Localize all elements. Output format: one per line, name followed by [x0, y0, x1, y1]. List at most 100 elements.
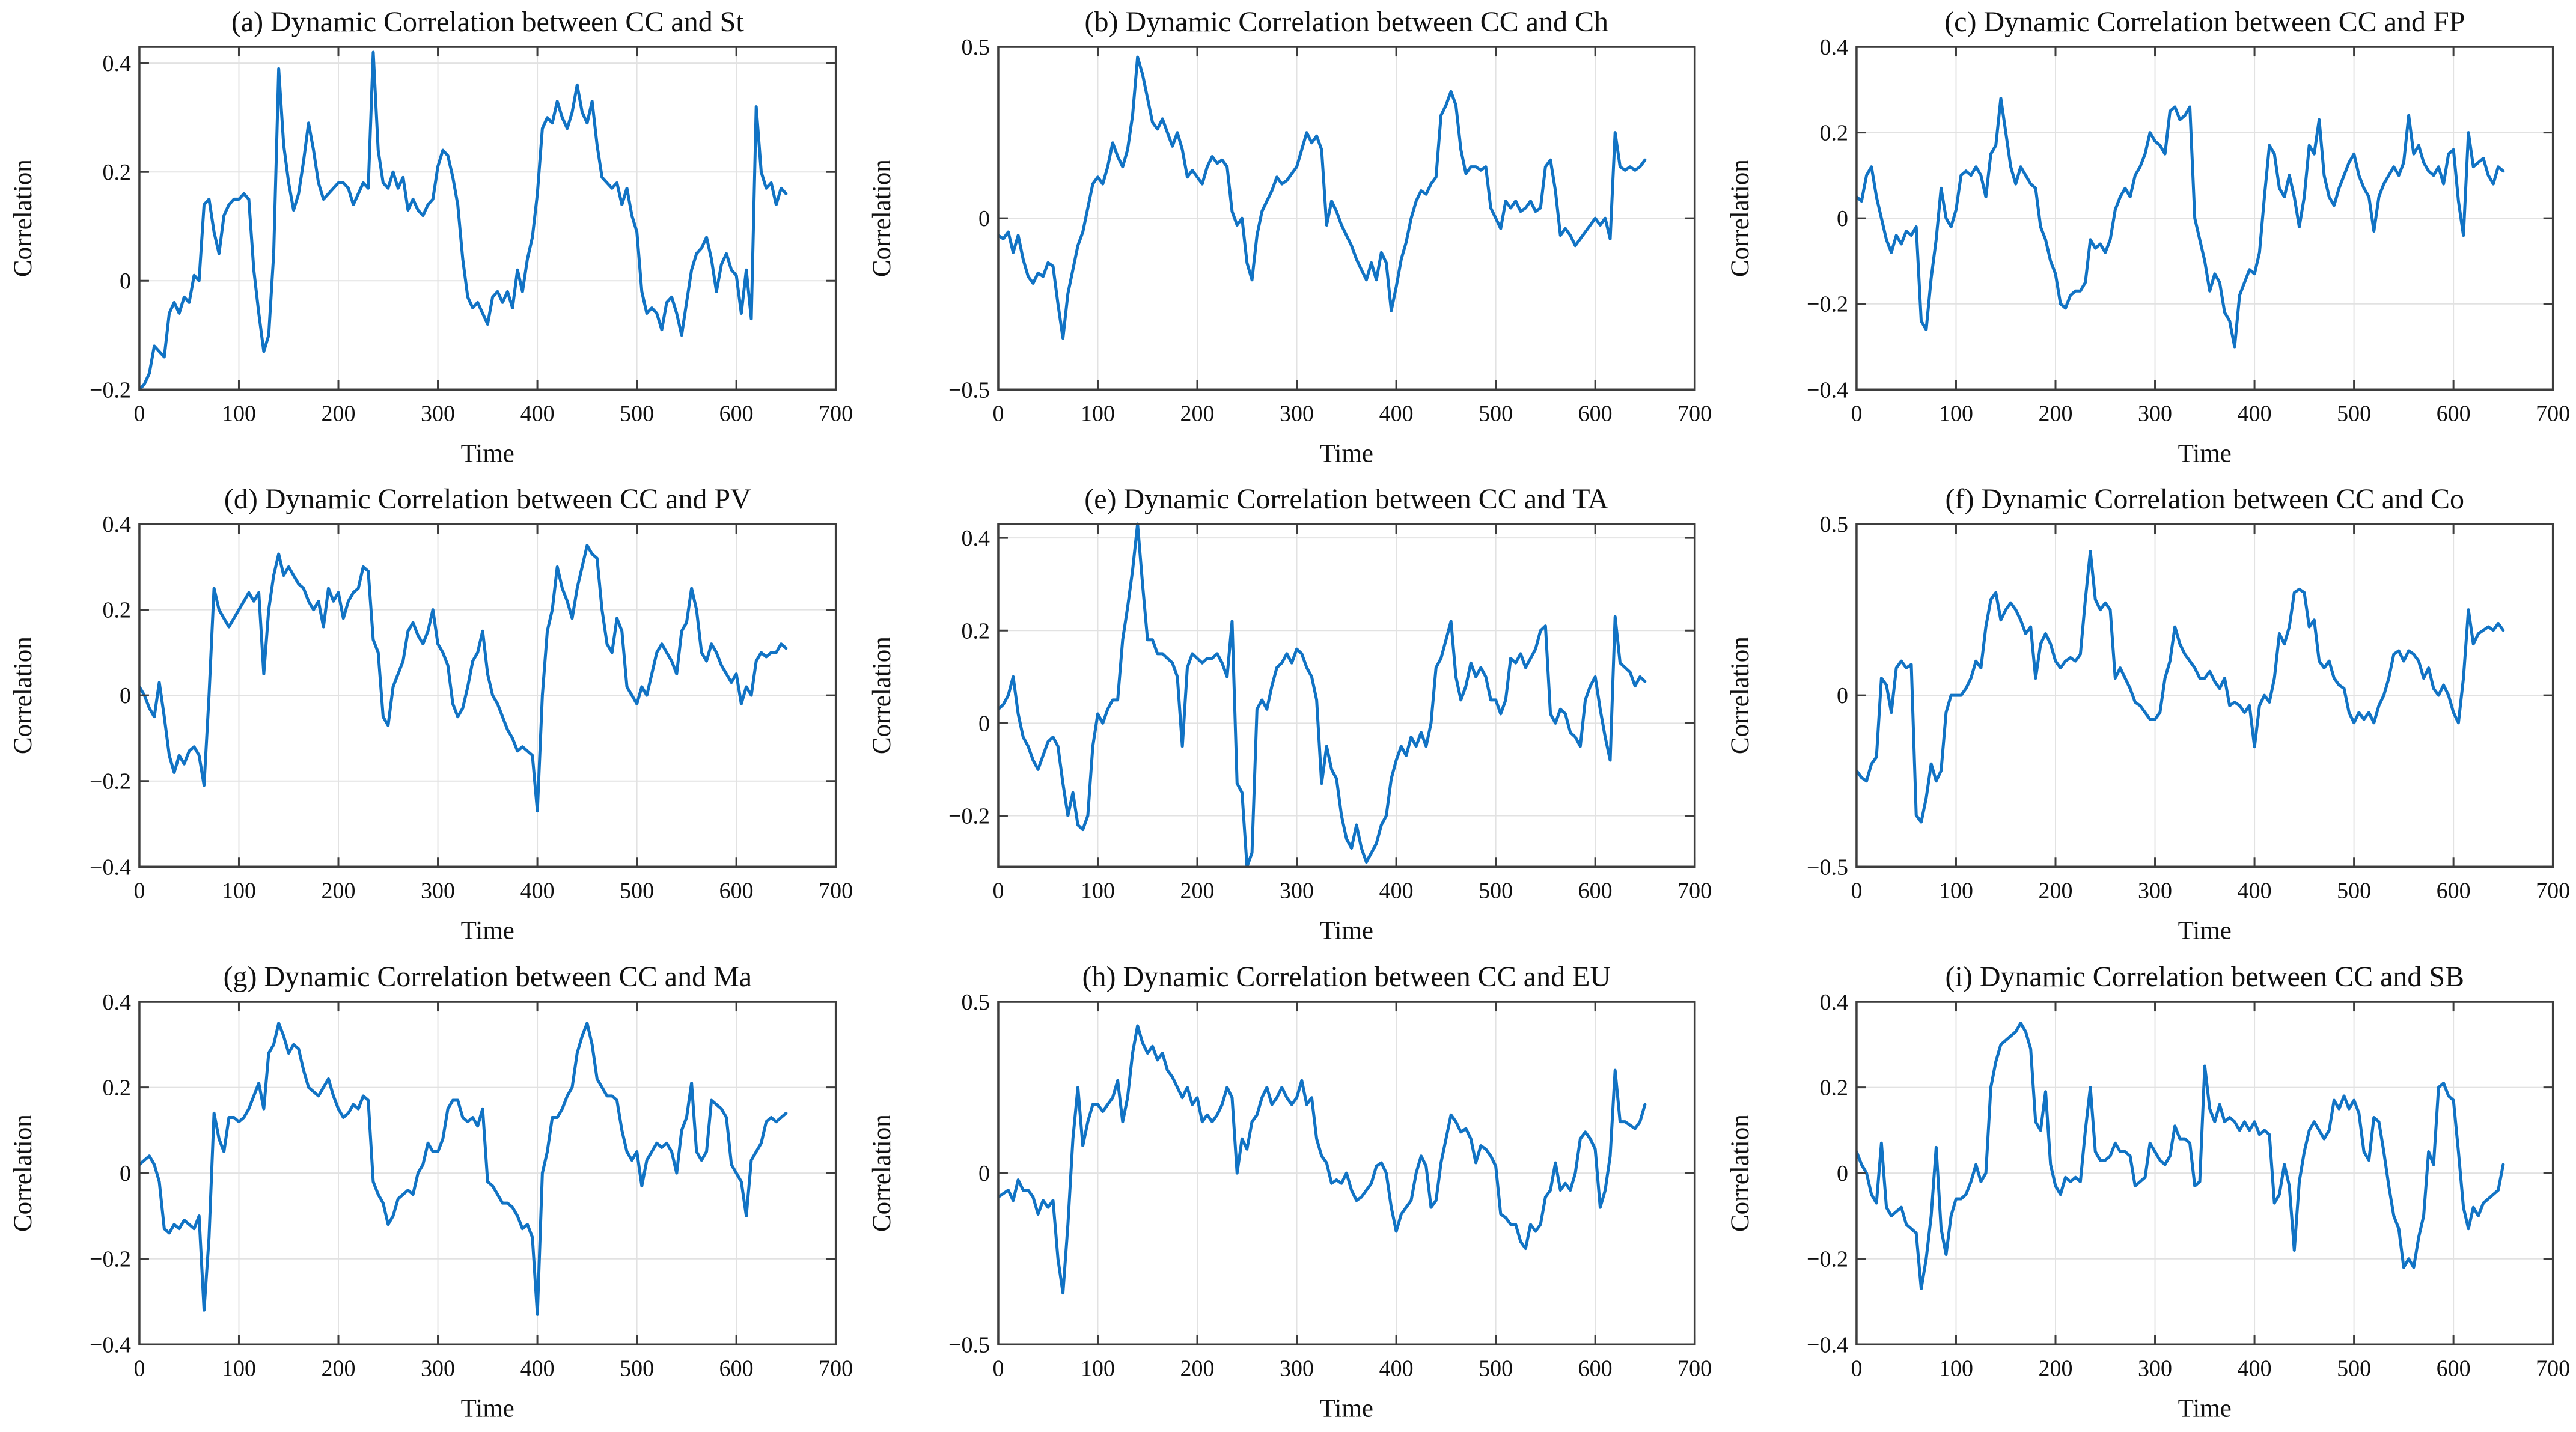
grid-lines: [1857, 1001, 2553, 1344]
x-tick-label: 100: [1939, 401, 1973, 426]
y-tick-label: 0: [978, 711, 990, 737]
chart-canvas: 0 100 200 300 400 500 600 700 0.4 0.2 0 −0.2 −0.4 (g)…: [9, 961, 853, 1422]
x-tick-label: 300: [1280, 401, 1314, 426]
x-tick-label: 400: [2238, 1356, 2272, 1381]
y-tick-label: 0.2: [1820, 121, 1848, 146]
x-tick-label: 500: [1479, 879, 1513, 904]
plot-box: [1855, 523, 2554, 868]
series-line: [998, 1024, 1647, 1294]
chart-canvas: 0 100 200 300 400 500 600 700 0.4 0.2 0 −0.2 −0.4 (c)…: [1726, 6, 2570, 468]
x-tick-label: 600: [2437, 1356, 2471, 1381]
x-tick-label: 700: [819, 1356, 853, 1381]
y-tick-label: 0.4: [102, 512, 130, 537]
plot-box: [1855, 46, 2554, 391]
x-tick-label: 400: [1379, 879, 1413, 904]
x-axis-label: Time: [2178, 917, 2232, 945]
axis-ticks: [138, 47, 837, 391]
x-tick-label: 500: [1479, 401, 1513, 426]
subplot-a: 0 100 200 300 400 500 600 700 0.4 0.2 0 −0.2 (a) Dyn…: [0, 0, 859, 477]
axis-ticks: [1855, 46, 2554, 391]
series-line: [1857, 1021, 2505, 1290]
y-tick-label: 0.4: [102, 51, 130, 76]
y-tick-label: −0.2: [1807, 1246, 1848, 1272]
chart-canvas: 0 100 200 300 400 500 600 700 0.4 0.2 0 −0.2 −0.4 (i)…: [1726, 961, 2571, 1422]
x-tick-label: 100: [1939, 1356, 1973, 1381]
x-tick-label: 700: [2536, 1356, 2571, 1381]
y-axis-label: Correlation: [868, 159, 896, 277]
y-tick-label: 0.2: [102, 160, 130, 185]
plot-box: [997, 523, 1696, 868]
x-axis-label: Time: [461, 1394, 514, 1422]
x-tick-label: 300: [2138, 1356, 2172, 1381]
y-axis-label: Correlation: [868, 1114, 896, 1232]
x-tick-label: 300: [1280, 1356, 1314, 1381]
x-tick-label: 0: [1851, 401, 1863, 426]
series-line: [998, 55, 1647, 340]
x-tick-label: 100: [222, 879, 256, 904]
x-axis-label: Time: [1319, 1394, 1373, 1422]
chart-canvas: 0 100 200 300 400 500 600 700 0.4 0.2 0 −0.2 −0.4 (d)…: [9, 483, 853, 945]
series-line: [139, 1021, 788, 1316]
x-axis-label: Time: [1319, 439, 1373, 468]
x-tick-label: 400: [1379, 1356, 1413, 1381]
series-line: [1857, 97, 2505, 349]
x-tick-label: 700: [819, 879, 853, 904]
y-axis-label: Correlation: [1726, 159, 1754, 277]
x-tick-label: 200: [1180, 1356, 1214, 1381]
grid-lines: [998, 47, 1695, 390]
x-axis-label: Time: [1319, 917, 1373, 945]
y-tick-label: −0.4: [90, 1332, 131, 1357]
x-tick-label: 300: [421, 1356, 455, 1381]
y-tick-label: 0: [1837, 683, 1848, 708]
y-axis-label: Correlation: [9, 159, 37, 277]
chart-title: (c) Dynamic Correlation between CC and F…: [1945, 6, 2465, 38]
axis-ticks: [997, 524, 1695, 867]
x-tick-label: 600: [719, 401, 754, 426]
x-tick-label: 600: [2437, 879, 2471, 904]
chart-canvas: 0 100 200 300 400 500 600 700 0.4 0.2 0 −0.2 (e) Dyn…: [868, 483, 1712, 945]
y-tick-label: 0.4: [961, 526, 989, 551]
x-tick-label: 300: [2138, 401, 2172, 426]
subplot-h: 0 100 200 300 400 500 600 700 0.5 0 −0.5 (h) Dynami…: [859, 955, 1718, 1432]
x-tick-label: 0: [1851, 1356, 1863, 1381]
x-tick-label: 200: [2039, 401, 2073, 426]
x-tick-label: 200: [322, 1356, 356, 1381]
y-tick-label: −0.5: [1807, 855, 1848, 880]
x-tick-label: 500: [1479, 1356, 1513, 1381]
axis-ticks: [1855, 1001, 2554, 1345]
chart-title: (a) Dynamic Correlation between CC and S…: [231, 6, 744, 38]
x-tick-label: 0: [992, 879, 1004, 904]
series-line: [139, 50, 788, 391]
x-tick-label: 700: [1677, 879, 1712, 904]
x-tick-label: 700: [1677, 401, 1712, 426]
x-tick-label: 0: [133, 1356, 145, 1381]
series-line: [1857, 550, 2505, 824]
x-tick-label: 100: [1081, 879, 1115, 904]
x-tick-label: 0: [992, 401, 1004, 426]
y-tick-label: 0: [978, 206, 990, 231]
plot-box: [138, 46, 837, 391]
x-tick-label: 400: [1379, 401, 1413, 426]
y-tick-label: 0.2: [961, 619, 989, 644]
plot-box: [1855, 1000, 2554, 1345]
x-tick-label: 400: [2238, 879, 2272, 904]
x-tick-label: 100: [1081, 1356, 1115, 1381]
x-tick-label: 500: [620, 401, 654, 426]
x-tick-label: 200: [2039, 1356, 2073, 1381]
y-tick-label: 0: [978, 1161, 990, 1186]
subplot-g: 0 100 200 300 400 500 600 700 0.4 0.2 0 −0.2 −0.4 (g)…: [0, 955, 859, 1432]
y-tick-label: −0.2: [90, 377, 131, 403]
y-axis-label: Correlation: [1726, 1114, 1754, 1232]
x-tick-label: 600: [1578, 1356, 1612, 1381]
subplot-b: 0 100 200 300 400 500 600 700 0.5 0 −0.5 (b) Dynami…: [859, 0, 1718, 477]
x-axis-label: Time: [461, 917, 514, 945]
series-line: [998, 522, 1647, 869]
y-tick-label: 0.2: [102, 1075, 130, 1100]
chart-title: (g) Dynamic Correlation between CC and M…: [224, 961, 752, 993]
x-tick-label: 400: [2238, 401, 2272, 426]
y-tick-label: −0.2: [90, 769, 131, 794]
x-tick-label: 700: [819, 401, 853, 426]
